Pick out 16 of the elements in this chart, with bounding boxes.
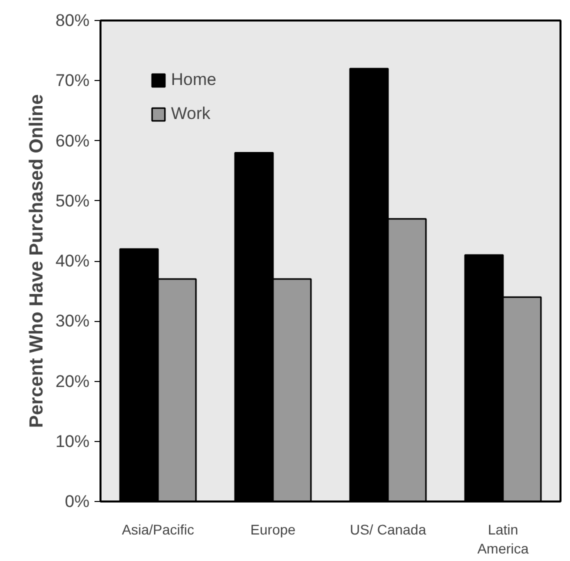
y-tick-label: 20% xyxy=(55,372,90,391)
y-tick-label: 0% xyxy=(64,492,90,511)
x-tick-label: Latin America xyxy=(477,522,529,557)
y-tick-label: 60% xyxy=(55,131,90,150)
y-tick-label: 30% xyxy=(55,312,90,331)
y-tick-label: 10% xyxy=(55,432,90,451)
x-tick-label: Europe xyxy=(250,522,296,538)
x-tick-label: Asia/Pacific xyxy=(122,522,194,538)
x-tick-label: US/ Canada xyxy=(350,522,426,538)
y-tick-label: 50% xyxy=(55,191,90,210)
y-tick-label: 80% xyxy=(55,11,90,30)
y-tick-label: 70% xyxy=(55,71,90,90)
legend-label: Work xyxy=(171,104,210,124)
y-tick-label: 40% xyxy=(55,252,90,270)
y-axis-title: Percent Who Have Purchased Online xyxy=(26,94,48,428)
legend-label: Home xyxy=(171,70,216,90)
